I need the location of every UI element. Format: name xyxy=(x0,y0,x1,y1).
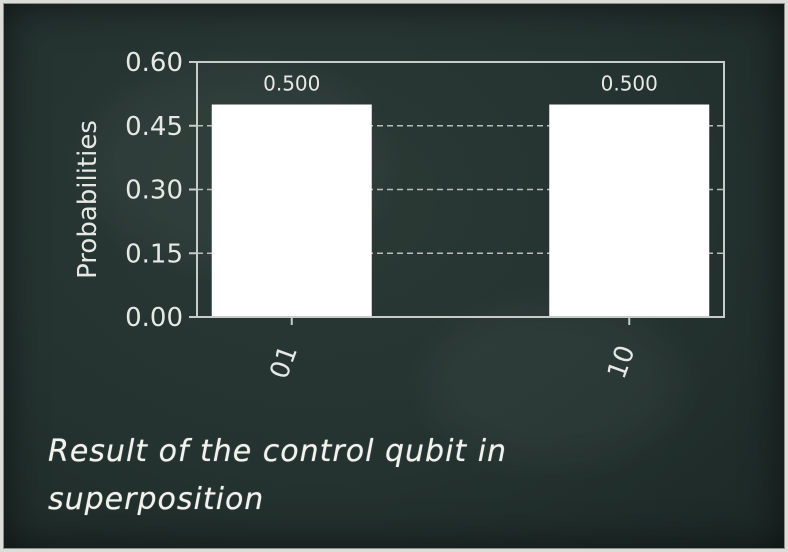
chalkboard: 0.00 0.15 0.30 0.45 0.60 01 10 0.500 0.500 Pro… xyxy=(3,3,785,549)
x-tick-label: 01 xyxy=(264,342,304,383)
x-tick-label: 10 xyxy=(602,342,642,383)
y-tick-label: 0.30 xyxy=(125,176,183,206)
y-tick-label: 0.45 xyxy=(125,112,183,142)
bar-data-label: 0.500 xyxy=(601,72,658,96)
y-tick-label: 0.00 xyxy=(125,303,183,333)
caption: Result of the control qubit in superposi… xyxy=(48,434,508,517)
bar-data-label: 0.500 xyxy=(263,72,320,96)
bar xyxy=(211,104,372,317)
y-axis-label: Probabilities xyxy=(73,120,103,279)
bar-chart: 0.00 0.15 0.30 0.45 0.60 01 10 0.500 0.500 Pro… xyxy=(73,48,725,383)
y-tick-label: 0.15 xyxy=(125,239,183,269)
y-tick-label: 0.60 xyxy=(125,48,183,78)
bar xyxy=(549,104,710,317)
